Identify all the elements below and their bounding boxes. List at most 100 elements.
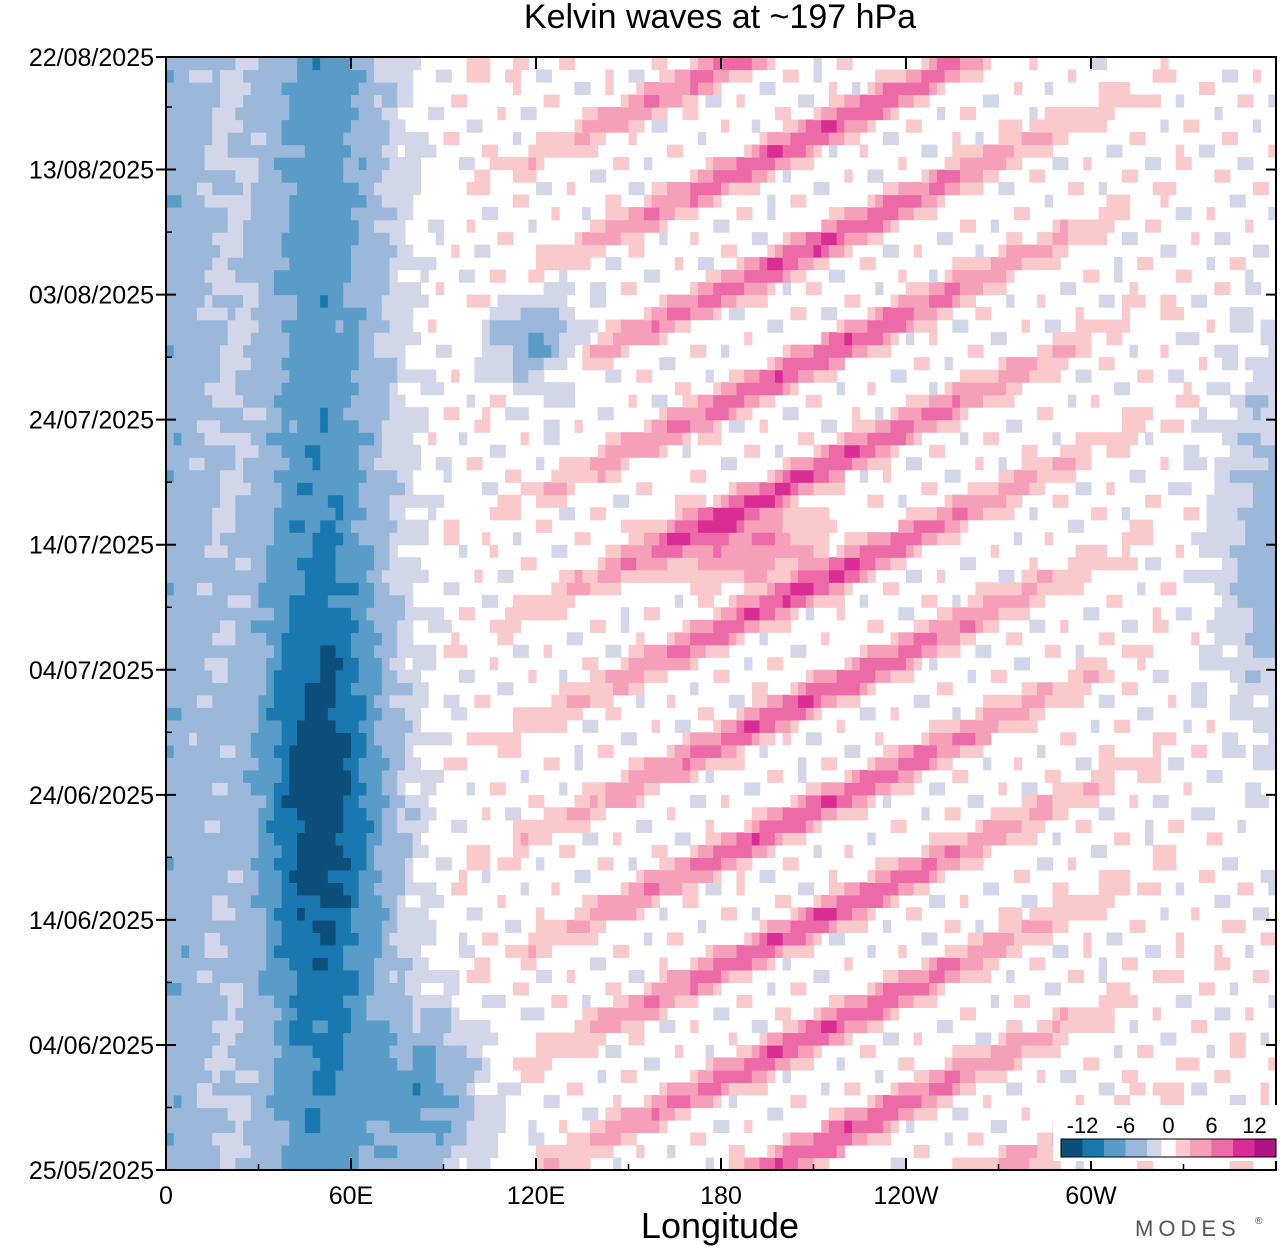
heatmap-cell — [913, 432, 923, 446]
heatmap-cell — [266, 907, 275, 921]
heatmap-cell — [859, 682, 869, 696]
heatmap-cell — [736, 957, 745, 971]
heatmap-cell — [343, 819, 352, 833]
heatmap-cell — [250, 1069, 260, 1084]
heatmap-cell — [1060, 582, 1069, 596]
heatmap-cell — [166, 1107, 175, 1121]
heatmap-cell — [705, 1094, 714, 1109]
heatmap-cell — [335, 407, 344, 421]
heatmap-cell — [536, 907, 545, 921]
heatmap-cell — [790, 807, 799, 821]
heatmap-cell — [181, 1007, 190, 1021]
heatmap-cell — [435, 732, 445, 746]
heatmap-cell — [381, 907, 391, 921]
heatmap-cell — [281, 1069, 290, 1084]
heatmap-cell — [975, 857, 984, 871]
heatmap-cell — [358, 557, 368, 571]
heatmap-cell — [674, 644, 684, 658]
heatmap-cell — [1083, 1019, 1092, 1034]
heatmap-cell — [312, 1119, 321, 1134]
heatmap-cell — [898, 1057, 907, 1071]
heatmap-cell — [1160, 907, 1169, 921]
heatmap-cell — [258, 507, 267, 521]
heatmap-cell — [582, 782, 591, 796]
heatmap-cell — [281, 444, 290, 458]
heatmap-cell — [636, 644, 645, 658]
heatmap-cell — [512, 919, 522, 933]
heatmap-cell — [967, 1057, 976, 1071]
heatmap-cell — [1137, 919, 1146, 933]
heatmap-cell — [1129, 644, 1138, 658]
heatmap-cell — [667, 519, 676, 533]
heatmap-cell — [482, 1132, 491, 1146]
heatmap-cell — [1260, 932, 1269, 946]
heatmap-cell — [551, 1032, 560, 1046]
heatmap-cell — [397, 982, 406, 996]
heatmap-cell — [983, 969, 992, 984]
heatmap-cell — [327, 469, 337, 483]
heatmap-cell — [335, 519, 344, 533]
heatmap-cell — [189, 869, 198, 883]
heatmap-cell — [281, 919, 290, 933]
heatmap-cell — [196, 807, 206, 821]
heatmap-cell — [227, 694, 236, 708]
heatmap-cell — [998, 819, 1007, 833]
heatmap-cell — [173, 732, 183, 746]
heatmap-cell — [566, 844, 576, 858]
heatmap-cell — [875, 894, 884, 908]
heatmap-cell — [304, 1157, 314, 1171]
heatmap-cell — [505, 682, 514, 696]
heatmap-cell — [636, 869, 645, 883]
heatmap-cell — [728, 482, 738, 496]
heatmap-cell — [227, 407, 236, 421]
heatmap-cell — [882, 469, 892, 483]
heatmap-cell — [466, 944, 475, 959]
heatmap-cell — [713, 569, 722, 583]
heatmap-cell — [913, 982, 923, 996]
heatmap-cell — [512, 844, 522, 858]
heatmap-cell — [327, 1157, 337, 1171]
heatmap-cell — [875, 1132, 884, 1146]
heatmap-cell — [181, 957, 190, 971]
heatmap-cell — [428, 1157, 437, 1171]
heatmap-cell — [913, 744, 923, 758]
heatmap-cell — [173, 744, 183, 758]
heatmap-cell — [374, 519, 383, 533]
heatmap-cell — [1137, 1044, 1146, 1059]
heatmap-cell — [636, 532, 645, 546]
heatmap-cell — [682, 1107, 691, 1121]
heatmap-cell — [828, 782, 838, 796]
heatmap-cell — [258, 882, 267, 896]
heatmap-cell — [767, 832, 776, 846]
heatmap-cell — [374, 532, 383, 546]
heatmap-cell — [836, 544, 845, 558]
heatmap-cell — [512, 857, 522, 871]
heatmap-cell — [196, 582, 206, 596]
heatmap-cell — [805, 1144, 815, 1159]
heatmap-cell — [536, 1032, 545, 1046]
heatmap-cell — [1075, 969, 1084, 984]
heatmap-cell — [397, 457, 406, 471]
heatmap-cell — [798, 482, 807, 496]
heatmap-cell — [181, 1057, 190, 1071]
heatmap-cell — [312, 1044, 321, 1059]
heatmap-cell — [304, 632, 314, 646]
heatmap-cell — [728, 1057, 738, 1071]
heatmap-cell — [289, 1032, 298, 1046]
heatmap-cell — [1075, 907, 1084, 921]
heatmap-cell — [774, 894, 784, 908]
heatmap-cell — [482, 1019, 491, 1034]
heatmap-cell — [173, 707, 183, 721]
heatmap-cell — [1198, 644, 1208, 658]
heatmap-cell — [605, 407, 614, 421]
heatmap-cell — [397, 857, 406, 871]
heatmap-cell — [705, 969, 714, 984]
heatmap-cell — [1260, 969, 1269, 984]
heatmap-cell — [320, 482, 329, 496]
heatmap-cell — [227, 607, 236, 621]
heatmap-cell — [1168, 757, 1177, 771]
heatmap-cell — [189, 519, 198, 533]
heatmap-cell — [343, 1094, 352, 1109]
heatmap-cell — [389, 419, 398, 433]
heatmap-cell — [551, 494, 560, 508]
